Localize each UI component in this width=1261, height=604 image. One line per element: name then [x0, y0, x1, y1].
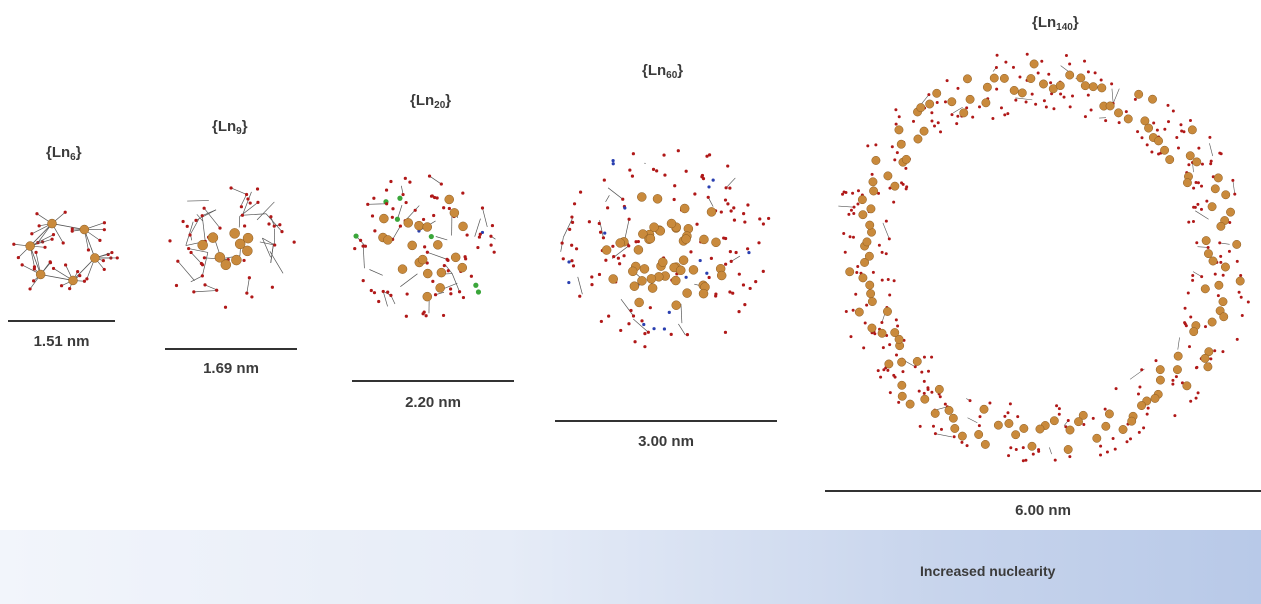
- size-label-ln6: 1.51 nm: [33, 333, 90, 350]
- size-label-ln9: 1.69 nm: [203, 360, 259, 377]
- scale-bar-ln20: [352, 380, 514, 382]
- scale-bar-ln9: [165, 348, 297, 350]
- cluster-title-ln9: {Ln9}: [212, 118, 248, 137]
- size-label-ln60: 3.00 nm: [638, 433, 694, 450]
- scale-bar-ln6: [8, 320, 115, 322]
- cluster-title-ln60: {Ln60}: [642, 62, 684, 81]
- cluster-title-ln140: {Ln140}: [1032, 14, 1079, 33]
- increased-nuclearity-label: Increased nuclearity: [920, 563, 1056, 579]
- cluster-ln20-structure: [353, 174, 496, 318]
- cluster-ln9-structure: [168, 186, 296, 309]
- cluster-ln60-structure: [560, 149, 771, 349]
- increased-nuclearity-band: [0, 530, 1261, 604]
- scale-bar-ln60: [555, 420, 777, 422]
- scale-bar-ln140: [825, 490, 1261, 492]
- size-label-ln140: 6.00 nm: [1015, 502, 1071, 519]
- cluster-ln140-structure: [838, 52, 1250, 463]
- size-label-ln20: 2.20 nm: [405, 394, 461, 411]
- cluster-ln6-structure: [12, 210, 119, 291]
- cluster-title-ln6: {Ln6}: [46, 144, 82, 163]
- cluster-title-ln20: {Ln20}: [410, 92, 452, 111]
